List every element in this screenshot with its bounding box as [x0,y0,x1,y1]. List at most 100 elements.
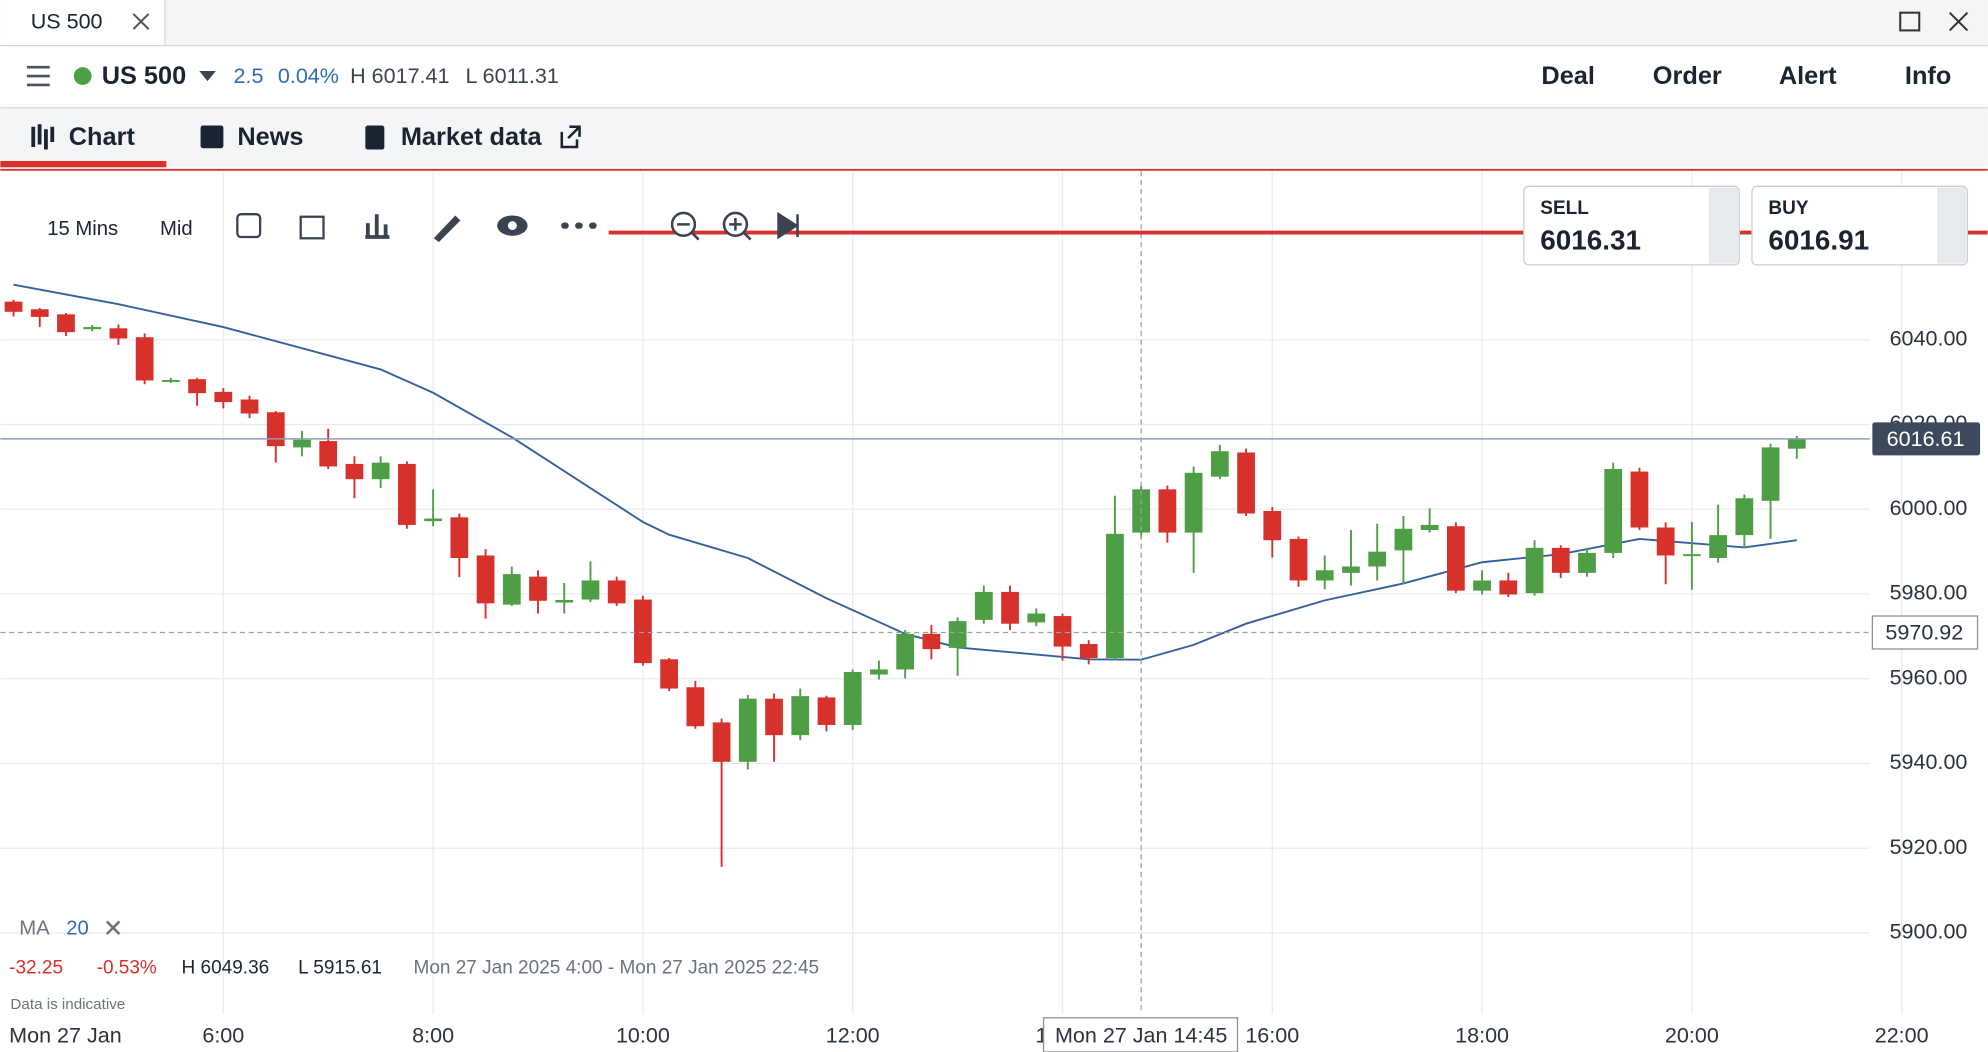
summary-high: H 6049.36 [182,957,270,978]
tab-strip [0,0,1988,46]
candle-body [1761,447,1780,501]
y-tick-label: 5900.00 [1890,920,1968,944]
candle-body [1683,554,1701,557]
candle-body [424,518,442,522]
maximize-icon[interactable] [1899,11,1921,32]
candle-body [1315,570,1334,581]
candle-body [791,696,810,736]
low: L 6011.31 [465,64,558,88]
alert-button[interactable]: Alert [1779,62,1837,90]
market-data-tab[interactable]: Market data [401,123,543,151]
buy-button-edge [1936,187,1967,264]
sell-button[interactable] [1523,185,1740,266]
candle-body [1709,535,1727,559]
candle-body [1551,547,1570,573]
candle-body [4,301,23,312]
summary-change-pct: -0.53% [97,957,157,978]
news-tab[interactable]: News [237,123,303,151]
close-tab-icon[interactable] [132,13,150,30]
y-tick-label: 5980.00 [1890,581,1968,605]
last-price-badge [1872,422,1981,456]
tab-bar [0,107,1988,168]
x-tick-label: 16:00 [1245,1023,1299,1047]
candle-body [817,697,836,725]
candle-body [319,441,338,467]
candle-body [214,391,233,403]
moving-average [13,283,1797,661]
x-tick-label: 8:00 [412,1023,454,1047]
candle-body [450,517,469,559]
candle-body [1053,616,1072,647]
candle-body [1342,566,1360,573]
candle-body [1473,580,1491,591]
x-tick-label: 10:00 [616,1023,670,1047]
candle-body [634,599,652,664]
x-tick-label: 20:00 [1665,1023,1719,1047]
ma-period: 20 [66,917,89,939]
crosshair-y-badge [1871,615,1979,650]
sell-price: 6016.31 [1540,224,1641,255]
candle-body [529,576,547,601]
candle-body [1210,451,1229,477]
candle-body [686,687,705,727]
candle-body [922,633,941,650]
candle-body [109,328,128,339]
external-link-icon[interactable] [560,125,581,149]
crosshair-x-label: Mon 27 Jan 14:45 [1055,1023,1227,1047]
jump-end-icon[interactable] [777,211,799,240]
order-button[interactable]: Order [1653,62,1722,90]
y-tick-label: 5940.00 [1890,750,1968,774]
candle-body [1394,528,1413,551]
candle-body [1525,547,1544,594]
candle-body [765,698,783,736]
candle-body [1499,580,1518,595]
dropdown-icon[interactable] [199,70,216,82]
candle-body [712,722,731,762]
candle-body [1787,438,1806,449]
candle-body [398,463,416,525]
interval-button[interactable] [0,205,110,251]
candle-body [240,399,259,414]
candle-body [1578,552,1596,573]
candle-body [83,327,102,330]
buy-button[interactable] [1751,185,1969,266]
change: 2.5 [234,64,264,88]
candle-body [1184,472,1203,533]
indicators-icon[interactable] [365,214,390,239]
candle-body [502,574,521,605]
deal-button[interactable]: Deal [1541,62,1595,90]
summary-range: Mon 27 Jan 2025 4:00 - Mon 27 Jan 2025 2… [413,957,819,978]
candle-body [1079,644,1098,659]
menu-icon[interactable] [26,65,50,87]
candle-body [555,599,574,603]
window-tab[interactable] [0,0,166,46]
draw-icon[interactable] [433,215,461,243]
last-price-label: 6016.61 [1887,427,1965,451]
buy-label: BUY [1768,198,1808,219]
chart-tab[interactable]: Chart [69,123,136,151]
y-tick-label: 6040.00 [1890,326,1968,350]
ma-label: MA [19,917,50,939]
chart-icon [31,124,55,150]
chart-type-icon[interactable] [299,215,325,240]
x-tick-label: 18:00 [1455,1023,1509,1047]
interval[interactable]: 15 Mins [47,218,118,240]
price-type[interactable]: Mid [160,218,193,240]
candle-body [135,337,154,381]
close-window-icon[interactable] [1948,11,1969,32]
x-tick-label: 12:00 [826,1023,880,1047]
x-tick-label: 6:00 [202,1023,244,1047]
candle-body [843,671,862,725]
calendar-icon[interactable] [236,213,262,239]
info-button[interactable]: Info [1905,62,1951,90]
sell-button-edge [1708,187,1739,264]
candle-body [1263,510,1282,541]
zoom-in-glyph [729,218,752,241]
remove-ma-icon[interactable] [105,920,121,936]
window-tab-title: US 500 [31,10,103,34]
instrument-name[interactable]: US 500 [102,62,186,90]
candle-body [1656,527,1675,556]
candle-body [161,380,180,382]
